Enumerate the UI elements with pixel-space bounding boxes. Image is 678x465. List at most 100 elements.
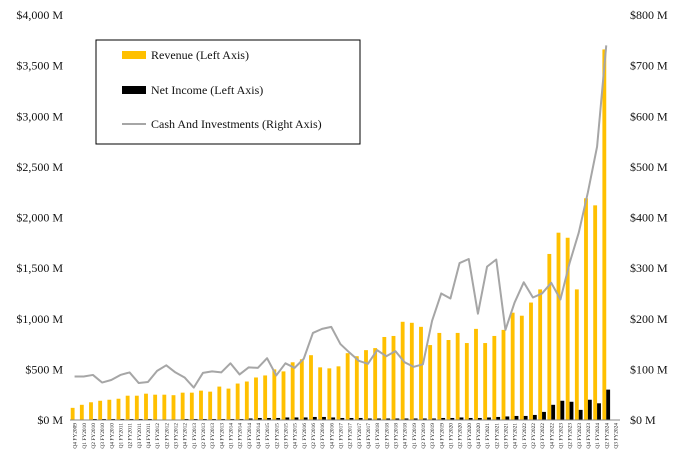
revenue-bars: [70, 49, 607, 421]
y-tick-left-1: $500 M: [25, 362, 63, 376]
x-tick-22: Q2 FY2015: [274, 423, 280, 449]
net-income-bar-22: [276, 417, 281, 420]
net-income-bar-28: [331, 417, 336, 420]
revenue-bar-27: [318, 367, 323, 420]
x-tick-32: Q4 FY2017: [366, 423, 372, 449]
x-tick-9: Q1 FY2012: [155, 423, 161, 449]
revenue-bar-1: [79, 404, 84, 420]
revenue-bar-3: [98, 400, 103, 420]
revenue-bar-58: [602, 49, 607, 421]
x-tick-31: Q3 FY2017: [357, 423, 363, 449]
revenue-bar-25: [299, 359, 304, 420]
revenue-bar-38: [419, 326, 423, 420]
revenue-bar-26: [309, 355, 313, 420]
legend: Revenue (Left Axis) Net Income (Left Axi…: [95, 39, 361, 145]
x-tick-46: Q2 FY2021: [494, 423, 500, 449]
net-income-bar-38: [422, 418, 427, 420]
net-income-bar-34: [386, 418, 391, 420]
net-income-bar-15: [212, 418, 216, 420]
y-tick-right-7: $700 M: [630, 59, 668, 73]
x-tick-10: Q2 FY2012: [164, 423, 170, 449]
legend-swatch-revenue: [122, 51, 146, 59]
y-tick-right-6: $600 M: [630, 109, 668, 123]
x-tick-52: Q4 FY2022: [549, 423, 555, 449]
legend-label-revenue: Revenue (Left Axis): [151, 48, 249, 62]
net-income-bar-21: [267, 417, 271, 420]
y-tick-right-3: $300 M: [630, 261, 668, 275]
revenue-bar-31: [354, 356, 359, 420]
x-tick-44: Q4 FY2020: [476, 423, 482, 449]
x-tick-41: Q1 FY2020: [448, 423, 454, 449]
x-tick-16: Q4 FY2013: [219, 423, 225, 449]
revenue-bar-16: [217, 386, 222, 420]
x-tick-5: Q1 FY2011: [118, 423, 124, 449]
revenue-bar-29: [336, 366, 341, 420]
y-tick-left-0: $0 M: [37, 413, 63, 427]
y-tick-left-4: $2,000 M: [16, 211, 63, 225]
net-income-bar-43: [468, 417, 473, 420]
net-income-bar-12: [184, 418, 189, 420]
x-tick-15: Q3 FY2013: [210, 423, 216, 449]
x-tick-25: Q1 FY2016: [302, 423, 308, 449]
net-income-bar-37: [413, 418, 418, 420]
net-income-bar-35: [395, 418, 400, 420]
revenue-bar-39: [428, 345, 433, 420]
x-tick-26: Q2 FY2016: [311, 423, 317, 449]
x-tick-3: Q3 FY2010: [100, 423, 106, 449]
revenue-bar-21: [263, 375, 268, 420]
x-tick-45: Q1 FY2021: [485, 423, 491, 449]
net-income-bar-2: [92, 418, 97, 420]
x-tick-29: Q1 FY2017: [338, 423, 344, 449]
right-y-axis: $0 M $100 M $200 M $300 M $400 M $500 M $600 M…: [630, 8, 668, 427]
y-tick-right-5: $500 M: [630, 160, 668, 174]
y-tick-left-7: $3,500 M: [16, 59, 63, 73]
x-tick-8: Q4 FY2011: [146, 423, 152, 449]
x-tick-20: Q4 FY2014: [256, 423, 262, 449]
net-income-bar-39: [432, 418, 436, 420]
x-tick-36: Q4 FY2018: [403, 423, 409, 449]
legend-swatch-net-income: [122, 86, 146, 94]
revenue-bar-47: [501, 329, 506, 420]
revenue-bar-52: [547, 253, 552, 420]
revenue-bar-0: [70, 407, 75, 420]
net-income-bar-3: [102, 418, 106, 420]
net-income-bar-5: [120, 418, 125, 420]
left-y-axis: $0 M $500 M $1,000 M $1,500 M $2,000 M $2,500…: [16, 8, 63, 427]
x-tick-47: Q3 FY2021: [503, 423, 509, 449]
revenue-bar-20: [254, 377, 258, 420]
net-income-bar-48: [514, 415, 519, 420]
y-tick-right-2: $200 M: [630, 312, 668, 326]
x-tick-12: Q4 FY2012: [183, 423, 189, 449]
net-income-bar-24: [294, 417, 299, 420]
x-tick-28: Q4 FY2016: [329, 423, 335, 449]
revenue-bar-11: [171, 395, 176, 420]
x-axis-labels: Q4 FY2009 Q1 FY2010 Q2 FY2010 Q3 FY2010 Q4 F…: [73, 423, 620, 449]
x-tick-14: Q2 FY2013: [201, 423, 207, 449]
revenue-bar-22: [272, 369, 277, 421]
x-tick-51: Q3 FY2022: [540, 423, 546, 449]
revenue-bar-4: [107, 399, 112, 420]
revenue-bar-36: [400, 321, 405, 420]
revenue-bar-51: [538, 289, 543, 420]
net-income-bar-20: [257, 417, 262, 420]
x-tick-42: Q2 FY2020: [458, 423, 464, 449]
x-tick-50: Q2 FY2022: [531, 423, 537, 449]
net-income-bar-4: [111, 418, 116, 420]
revenue-bar-10: [162, 394, 167, 420]
revenue-bar-5: [116, 398, 121, 420]
revenue-bar-40: [437, 332, 442, 420]
revenue-bar-7: [134, 395, 139, 420]
x-tick-40: Q4 FY2019: [439, 423, 445, 449]
x-tick-34: Q2 FY2018: [384, 423, 390, 449]
y-tick-left-2: $1,000 M: [16, 312, 63, 326]
x-tick-0: Q4 FY2009: [73, 423, 79, 449]
revenue-bar-18: [235, 383, 240, 420]
x-tick-19: Q3 FY2014: [247, 423, 253, 449]
revenue-bar-50: [529, 302, 533, 420]
net-income-bar-53: [560, 400, 565, 420]
revenue-bar-30: [345, 353, 350, 420]
revenue-bar-6: [125, 395, 130, 420]
x-tick-58: Q2 FY2024: [604, 423, 610, 449]
y-tick-left-3: $1,500 M: [16, 261, 63, 275]
net-income-bar-31: [358, 417, 363, 420]
